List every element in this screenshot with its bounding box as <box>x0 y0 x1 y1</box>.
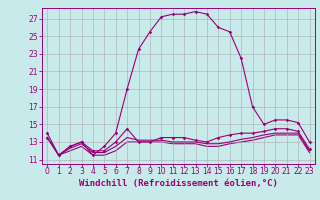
X-axis label: Windchill (Refroidissement éolien,°C): Windchill (Refroidissement éolien,°C) <box>79 179 278 188</box>
